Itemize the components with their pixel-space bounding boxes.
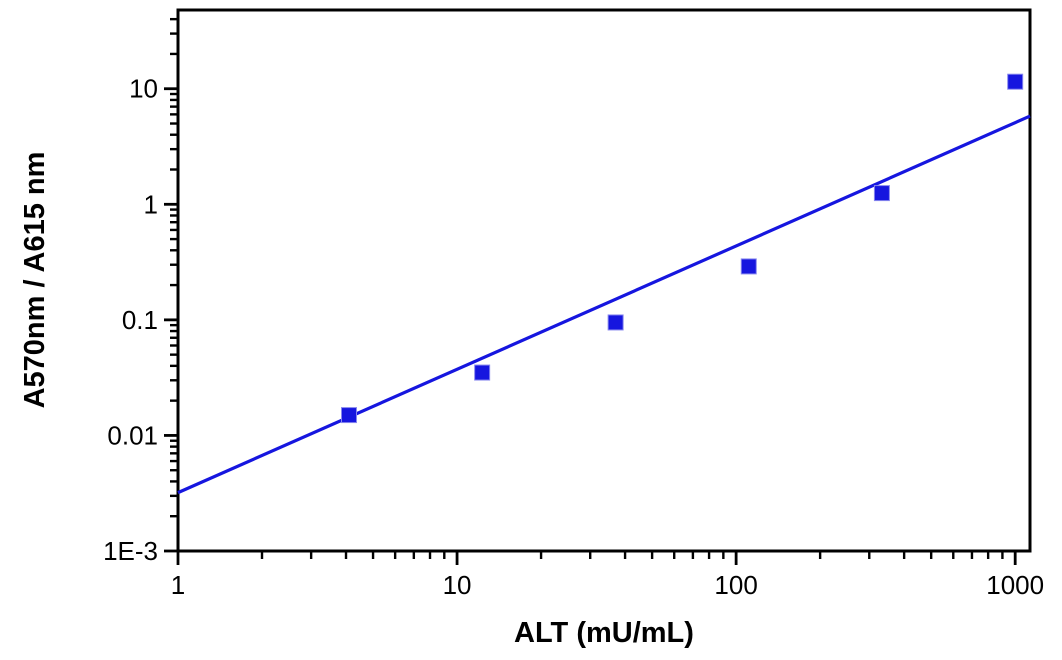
x-tick-label: 10 bbox=[443, 570, 472, 600]
x-tick-label: 1 bbox=[171, 570, 185, 600]
y-tick-label: 0.1 bbox=[122, 305, 158, 335]
plot-area: 1 10 100 1000 10 1 0.1 0.01 1E-3 bbox=[103, 8, 1044, 600]
x-tick-label: 1000 bbox=[986, 570, 1044, 600]
data-point bbox=[341, 407, 358, 424]
data-point bbox=[474, 364, 491, 381]
y-tick-label: 10 bbox=[129, 74, 158, 104]
y-tick-label: 0.01 bbox=[107, 420, 158, 450]
data-point bbox=[873, 185, 890, 202]
data-point bbox=[740, 258, 757, 275]
y-tick-label: 1 bbox=[144, 189, 158, 219]
x-axis-title: ALT (mU/mL) bbox=[514, 617, 694, 649]
fit-line bbox=[177, 114, 1031, 495]
x-tick-label: 100 bbox=[714, 570, 757, 600]
y-tick-label: 1E-3 bbox=[103, 536, 158, 566]
plot-border bbox=[176, 8, 1032, 553]
y-axis-title: A570nm / A615 nm bbox=[19, 152, 51, 409]
data-point bbox=[607, 314, 624, 331]
data-point bbox=[1007, 73, 1024, 90]
